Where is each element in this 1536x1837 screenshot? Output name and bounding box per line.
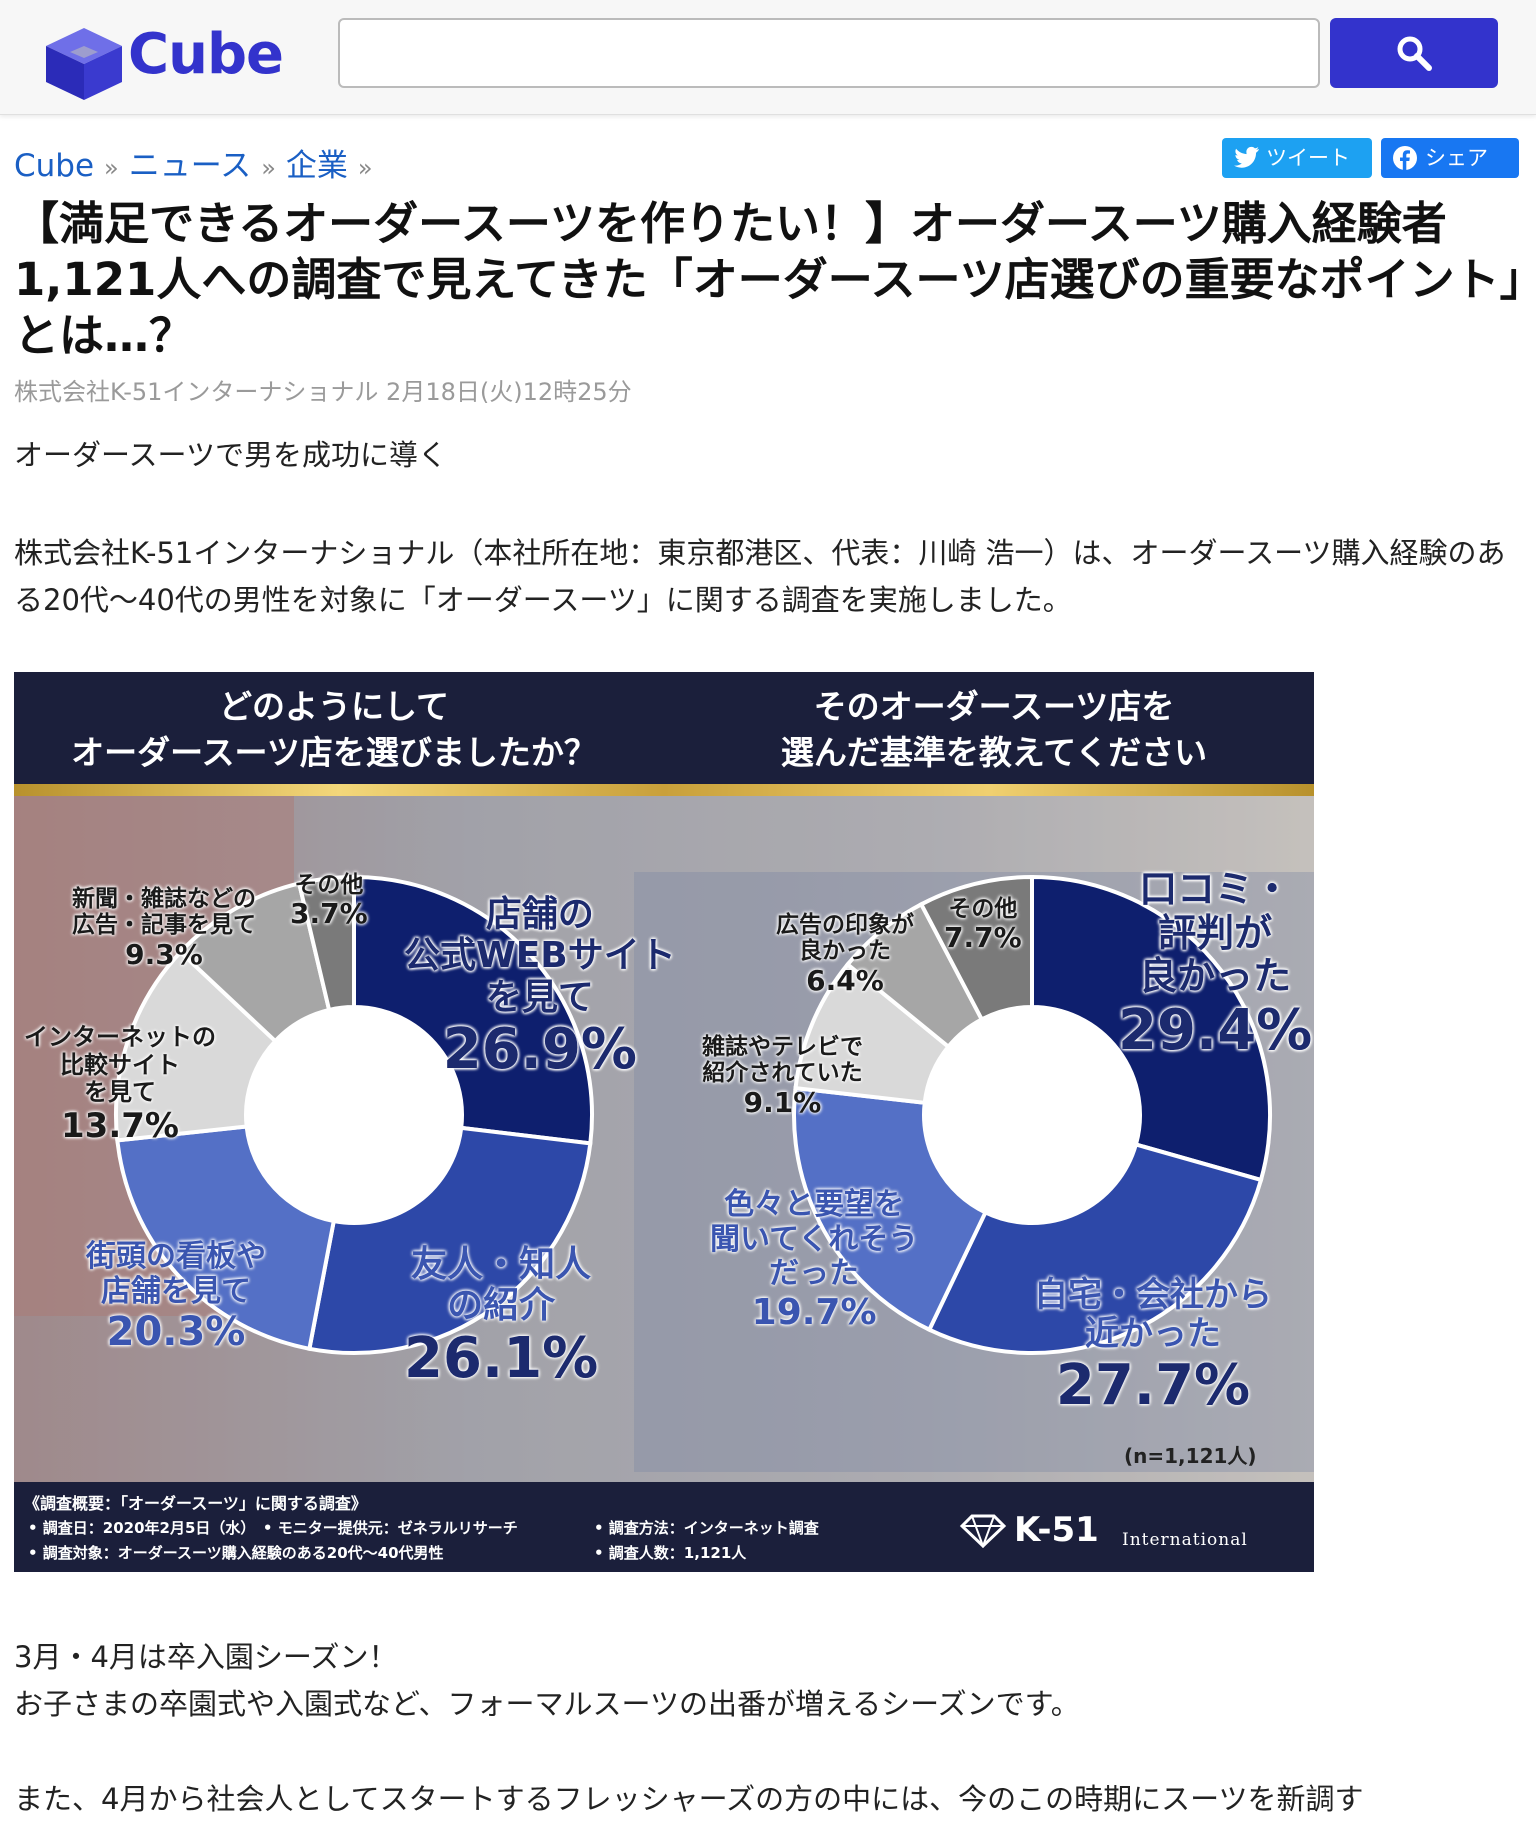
- twitter-bird-icon: [1234, 146, 1259, 168]
- label-other-left: その他 3.7%: [290, 872, 368, 931]
- article-intro: 株式会社K-51インターナショナル（本社所在地：東京都港区、代表：川崎 浩一）は…: [14, 536, 1506, 617]
- article-para3: また、4月から社会人としてスタートするフレッシャーズの方の中には、今のこの時期に…: [14, 1782, 1364, 1816]
- label-accommodating: 色々と要望を 聞いてくれそう だった 19.7%: [710, 1187, 919, 1333]
- question-right-line2: 選んだ基準を教えてください: [780, 733, 1208, 772]
- question-left: どのようにして オーダースーツ店を選びましたか？: [14, 684, 654, 776]
- donut-1-center: [246, 1007, 462, 1223]
- label-official-site: 店舗の 公式WEBサイト を見て 26.9%: [404, 894, 676, 1083]
- site-header: Cube: [0, 0, 1536, 115]
- breadcrumb-item-news[interactable]: ニュース: [128, 148, 252, 184]
- breadcrumb-separator: »: [261, 154, 276, 182]
- sample-size-note: (n=1,121人): [1124, 1444, 1257, 1468]
- tweet-label: ツイート: [1266, 146, 1350, 170]
- search-button[interactable]: [1330, 18, 1498, 88]
- infographic-footer: [14, 1482, 1314, 1572]
- article-title: 【満足できるオーダースーツを作りたい！】オーダースーツ購入経験者1,121人への…: [14, 197, 1523, 362]
- label-close-to-home: 自宅・会社から 近かった 27.7%: [1034, 1275, 1272, 1419]
- k51-brand: K-51: [1014, 1510, 1099, 1550]
- facebook-share-button[interactable]: シェア: [1381, 138, 1519, 178]
- breadcrumb-separator: »: [357, 154, 373, 182]
- breadcrumb-item-company[interactable]: 企業: [285, 148, 348, 184]
- survey-method: • 調査方法：インターネット調査: [594, 1519, 819, 1537]
- label-word-of-mouth: 口コミ・ 評判が 良かった 29.4%: [1118, 867, 1313, 1064]
- survey-summary-title: 《調査概要：「オーダースーツ」に関する調査》: [24, 1494, 367, 1513]
- logo-wordmark[interactable]: Cube: [128, 22, 284, 87]
- breadcrumb-item-cube[interactable]: Cube: [14, 148, 95, 184]
- article-para2-line1: 3月・4月は卒入園シーズン！: [14, 1640, 398, 1674]
- question-left-line1: どのようにして: [218, 687, 449, 726]
- breadcrumb: Cube » ニュース » 企業 »: [14, 140, 383, 185]
- k51-diamond-icon: [959, 1514, 1007, 1548]
- survey-summary-line1: • 調査日：2020年2月5日（水） • モニター提供元：ゼネラルリサーチ: [28, 1519, 518, 1537]
- gold-divider: [14, 784, 1314, 796]
- label-other-right: その他 7.7%: [944, 896, 1022, 955]
- article-para2-line2: お子さまの卒園式や入園式など、フォーマルスーツの出番が増えるシーズンです。: [14, 1687, 1080, 1721]
- infographic-header: [14, 672, 1314, 784]
- label-friend-referral: 友人・知人 の紹介 26.1%: [404, 1244, 599, 1391]
- label-ad-impression: 広告の印象が 良かった 6.4%: [776, 912, 914, 997]
- donut-2-center: [924, 1007, 1140, 1223]
- label-magazine-tv: 雑誌やテレビで 紹介されていた 9.1%: [702, 1034, 863, 1119]
- label-street-sign: 街頭の看板や 店舗を見て 20.3%: [86, 1239, 266, 1355]
- label-comparison-site: インターネットの 比較サイト を見て 13.7%: [24, 1023, 216, 1146]
- survey-target: • 調査対象：オーダースーツ購入経験のある20代〜40代男性: [28, 1544, 444, 1562]
- breadcrumb-separator: »: [104, 154, 119, 182]
- donut-charts: [114, 874, 1272, 1355]
- tweet-button[interactable]: ツイート: [1222, 138, 1372, 178]
- article-lead: オーダースーツで男を成功に導く: [14, 438, 447, 472]
- facebook-icon: [1393, 146, 1417, 170]
- question-left-line2: オーダースーツ店を選びましたか？: [71, 733, 597, 772]
- question-right-line1: そのオーダースーツ店を: [813, 687, 1175, 726]
- k51-brand-sub: International: [1122, 1530, 1248, 1550]
- facebook-share-label: シェア: [1425, 146, 1488, 170]
- search-icon: [1397, 36, 1432, 71]
- article-meta: 株式会社K-51インターナショナル 2月18日(火)12時25分: [14, 378, 632, 406]
- survey-count: • 調査人数：1,121人: [594, 1544, 747, 1562]
- question-right: そのオーダースーツ店を 選んだ基準を教えてください: [674, 684, 1314, 776]
- search-input[interactable]: [338, 18, 1320, 88]
- cube-logo-icon[interactable]: [40, 16, 310, 100]
- survey-infographic: どのようにして オーダースーツ店を選びましたか？ そのオーダースーツ店を 選んだ…: [14, 672, 1314, 1572]
- label-newspaper-ad: 新聞・雑誌などの 広告・記事を見て 9.3%: [72, 886, 256, 971]
